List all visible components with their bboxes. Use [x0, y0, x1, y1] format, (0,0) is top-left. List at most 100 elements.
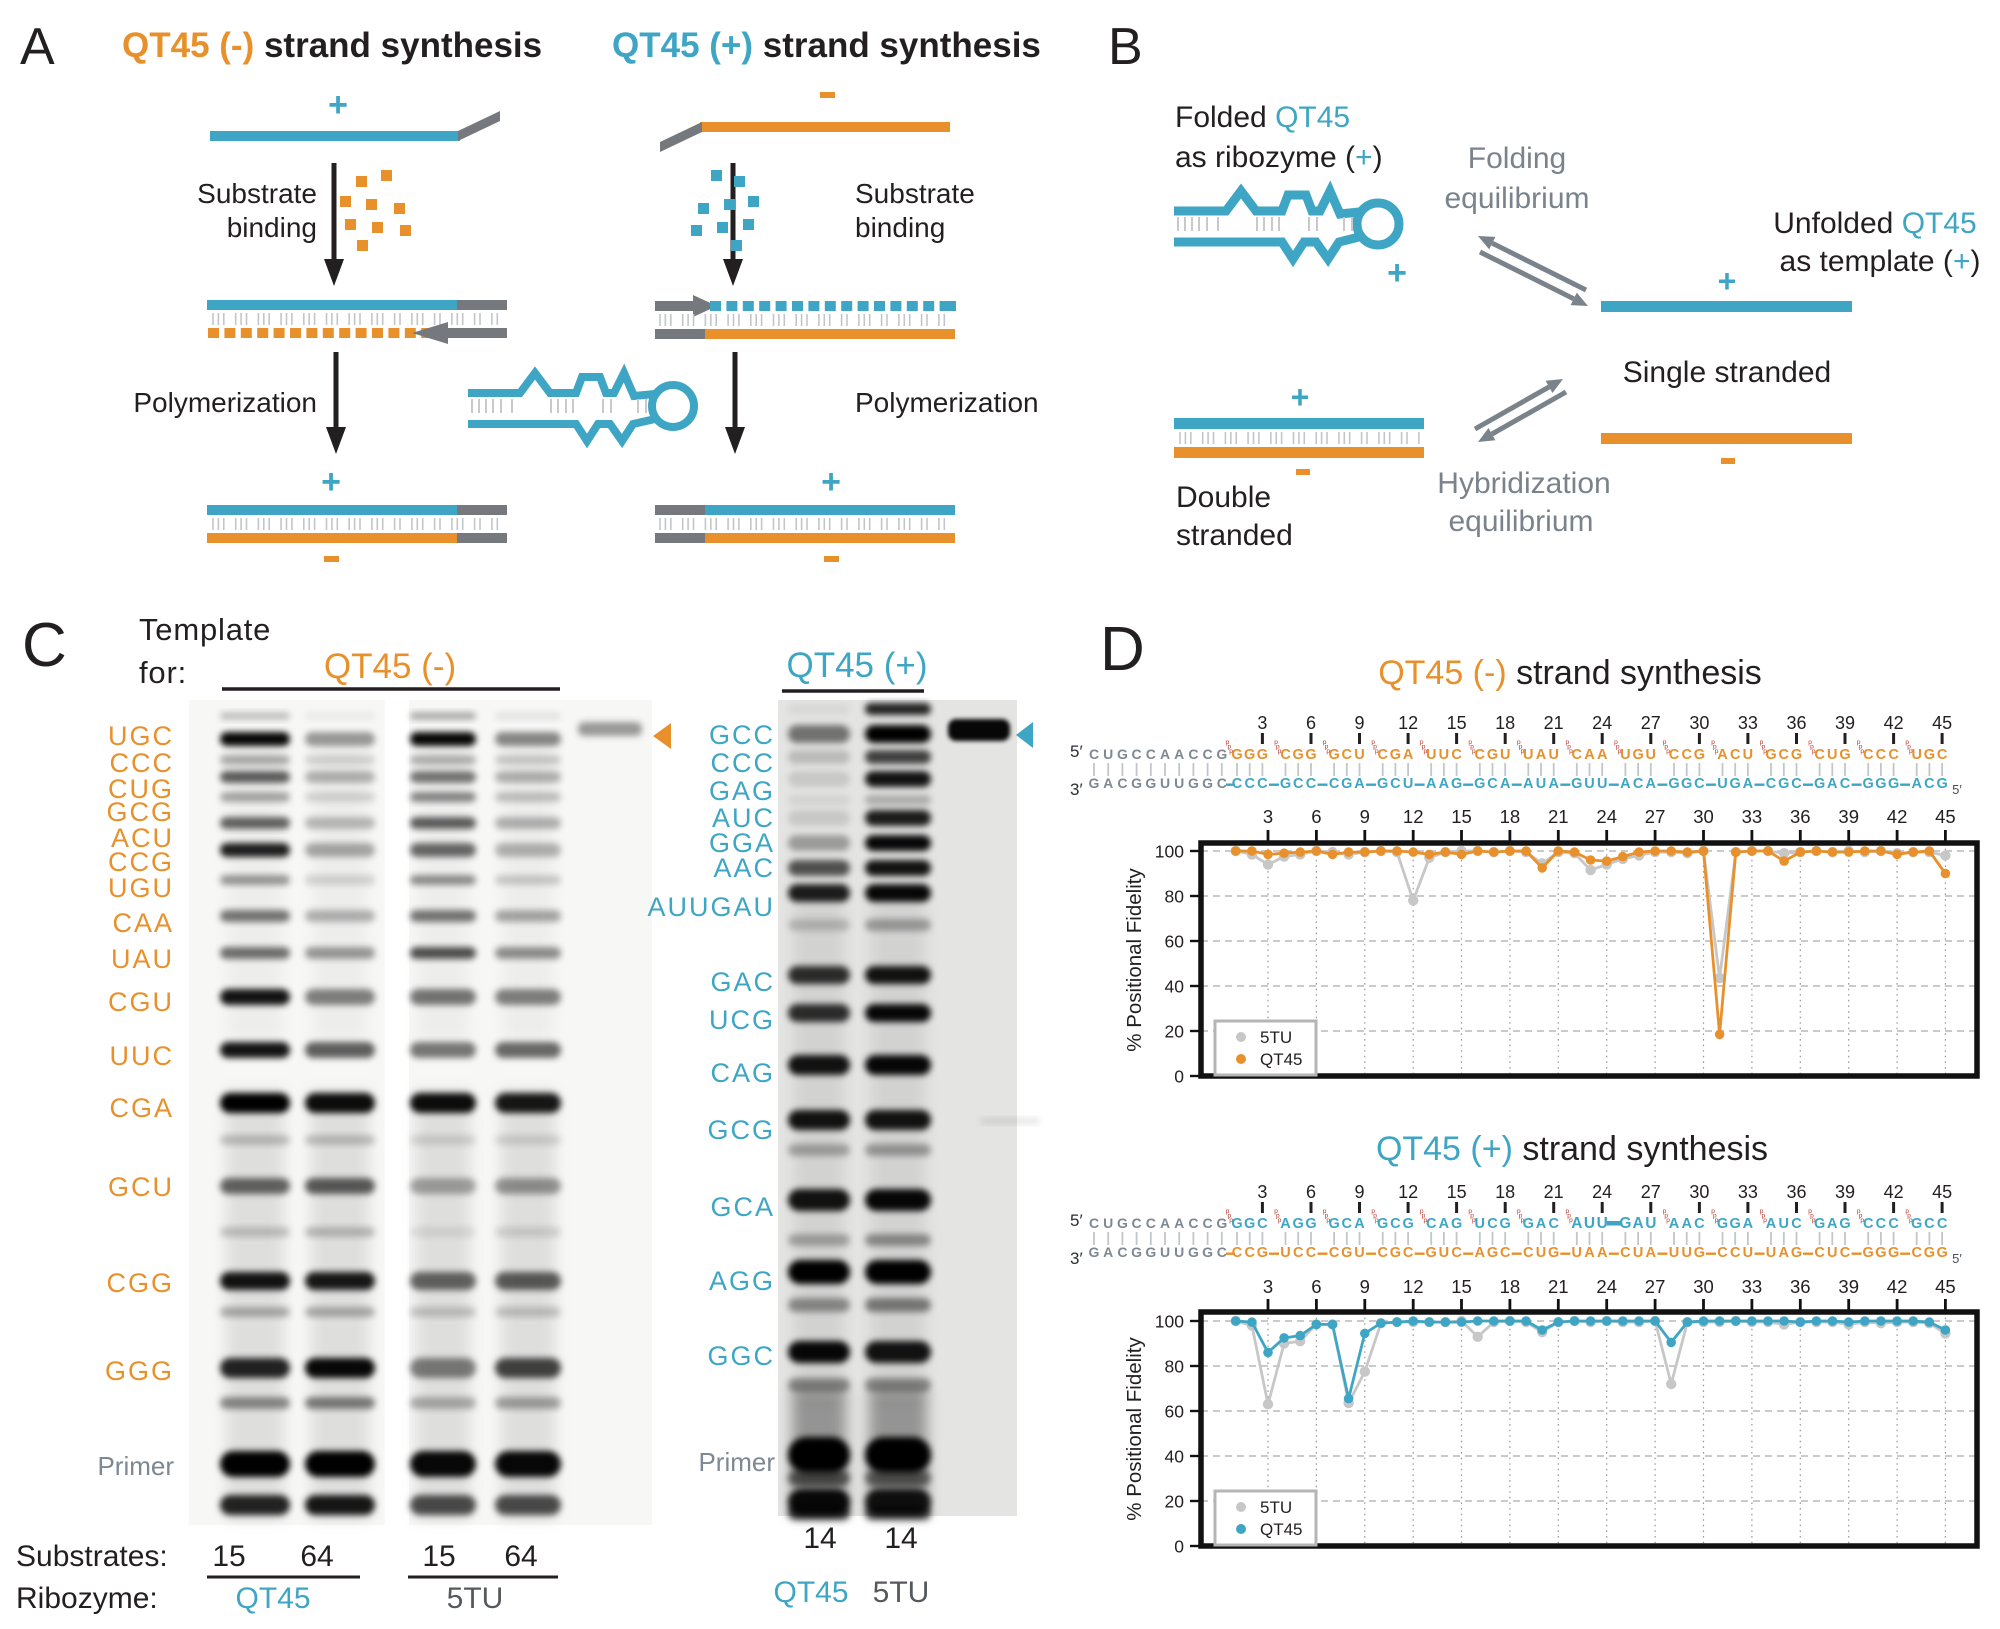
- svg-text:5TU: 5TU: [447, 1582, 504, 1615]
- svg-text:39: 39: [1835, 713, 1855, 733]
- svg-text:U: U: [1645, 1215, 1656, 1232]
- svg-text:p: p: [1713, 1213, 1717, 1220]
- svg-text:U: U: [1620, 747, 1630, 763]
- svg-text:G: G: [1305, 1216, 1316, 1232]
- svg-text:% Positional Fidelity: % Positional Fidelity: [1123, 868, 1146, 1052]
- svg-text:U: U: [1743, 747, 1753, 763]
- svg-text:C: C: [1572, 747, 1583, 763]
- svg-text:15: 15: [1451, 1276, 1472, 1297]
- svg-text:30: 30: [1693, 806, 1714, 827]
- svg-text:Template: Template: [139, 612, 271, 647]
- svg-text:C: C: [1451, 1245, 1462, 1261]
- svg-text:G: G: [1131, 1244, 1142, 1260]
- svg-text:CUG: CUG: [108, 774, 174, 804]
- svg-text:CGU: CGU: [108, 987, 174, 1017]
- svg-text:p: p: [1663, 1208, 1667, 1215]
- svg-text:U: U: [1403, 776, 1413, 792]
- svg-text:G: G: [1117, 746, 1128, 762]
- svg-text:A: A: [1426, 776, 1437, 792]
- svg-text:5TU: 5TU: [873, 1576, 930, 1609]
- svg-text:C: C: [1937, 747, 1948, 763]
- svg-text:G: G: [1875, 1245, 1886, 1261]
- svg-text:UAU: UAU: [111, 944, 174, 974]
- svg-text:C: C: [1203, 1215, 1213, 1231]
- svg-text:G: G: [1632, 747, 1643, 763]
- svg-text:p: p: [1470, 744, 1474, 751]
- svg-text:C: C: [1232, 1245, 1243, 1261]
- svg-text:Polymerization: Polymerization: [133, 387, 317, 418]
- svg-text:CGG: CGG: [106, 1268, 174, 1298]
- svg-text:p: p: [1274, 1208, 1278, 1215]
- svg-text:p: p: [1371, 1208, 1375, 1215]
- svg-text:C: C: [1863, 1216, 1874, 1232]
- svg-text:27: 27: [1645, 1276, 1666, 1297]
- svg-text:CCC: CCC: [711, 748, 776, 778]
- svg-text:p: p: [1859, 1213, 1863, 1220]
- svg-text:binding: binding: [855, 212, 945, 243]
- svg-text:C: C: [1117, 775, 1127, 791]
- svg-text:G: G: [1681, 776, 1692, 792]
- svg-text:36: 36: [1790, 1276, 1811, 1297]
- svg-text:15: 15: [1447, 1182, 1467, 1202]
- svg-text:15: 15: [1451, 806, 1472, 827]
- svg-text:G: G: [1668, 776, 1679, 792]
- svg-text:p: p: [1763, 748, 1767, 755]
- svg-text:3: 3: [1263, 806, 1273, 827]
- svg-text:p: p: [1521, 1217, 1525, 1224]
- svg-text:U: U: [1597, 776, 1607, 792]
- svg-text:QT45: QT45: [235, 1582, 310, 1615]
- svg-text:Folding: Folding: [1468, 142, 1566, 175]
- svg-text:C: C: [22, 611, 67, 680]
- svg-text:A: A: [1403, 747, 1414, 763]
- svg-text:A: A: [1681, 1216, 1692, 1232]
- svg-text:24: 24: [1596, 1276, 1617, 1297]
- svg-text:40: 40: [1165, 977, 1185, 997]
- svg-text:p: p: [1909, 748, 1913, 755]
- svg-text:A: A: [1439, 1216, 1450, 1232]
- svg-text:100: 100: [1155, 1312, 1184, 1332]
- svg-text:A: A: [1766, 1216, 1777, 1232]
- svg-text:A: A: [1669, 1216, 1680, 1232]
- svg-text:U: U: [1523, 747, 1533, 763]
- svg-text:as template (+): as template (+): [1780, 245, 1981, 278]
- svg-text:p: p: [1229, 748, 1233, 755]
- svg-text:Substrates:: Substrates:: [16, 1540, 168, 1573]
- svg-text:A: A: [1548, 776, 1559, 792]
- svg-text:C: C: [1620, 1245, 1631, 1261]
- svg-text:G: G: [1765, 747, 1776, 763]
- svg-text:G: G: [1839, 747, 1850, 763]
- svg-text:C: C: [1888, 1216, 1899, 1232]
- svg-text:G: G: [1377, 1216, 1388, 1232]
- svg-text:p: p: [1422, 744, 1426, 751]
- svg-text:AAC: AAC: [713, 853, 775, 883]
- svg-text:C: C: [1840, 776, 1851, 792]
- svg-text:p: p: [1857, 1208, 1861, 1215]
- svg-text:20: 20: [1165, 1022, 1185, 1042]
- svg-text:21: 21: [1544, 713, 1564, 733]
- svg-text:p: p: [1711, 1208, 1715, 1215]
- svg-text:G: G: [1863, 1245, 1874, 1261]
- svg-text:5TU: 5TU: [1260, 1028, 1292, 1047]
- svg-text:G: G: [1548, 1245, 1559, 1261]
- svg-text:G: G: [1328, 1216, 1339, 1232]
- svg-text:G: G: [1280, 776, 1291, 792]
- svg-text:p: p: [1763, 1217, 1767, 1224]
- svg-text:C: C: [1257, 1216, 1268, 1232]
- svg-text:p: p: [1859, 744, 1863, 751]
- svg-text:CCG: CCG: [108, 847, 174, 877]
- svg-text:U: U: [1354, 1245, 1364, 1261]
- svg-text:U: U: [1827, 1245, 1837, 1261]
- svg-text:C: C: [1876, 1216, 1887, 1232]
- svg-text:U: U: [1536, 1245, 1546, 1261]
- svg-text:A: A: [1523, 776, 1534, 792]
- svg-text:9: 9: [1354, 1182, 1364, 1202]
- svg-text:39: 39: [1838, 1276, 1859, 1297]
- svg-text:U: U: [1103, 746, 1113, 762]
- svg-text:12: 12: [1403, 806, 1424, 827]
- svg-text:27: 27: [1645, 806, 1666, 827]
- svg-text:3: 3: [1257, 1182, 1267, 1202]
- svg-text:G: G: [1216, 746, 1227, 762]
- svg-text:G: G: [1257, 747, 1268, 763]
- svg-text:G: G: [1694, 1245, 1705, 1261]
- svg-text:C: C: [1188, 746, 1198, 762]
